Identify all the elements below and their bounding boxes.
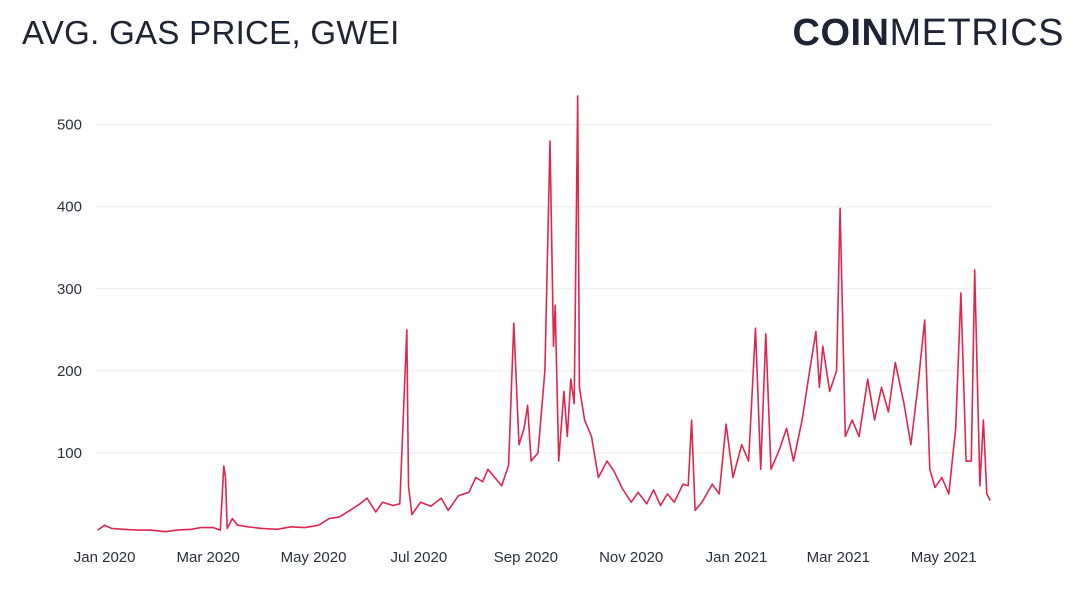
y-axis-ticks: 100 200 300 400 500 (57, 117, 82, 462)
x-tick-label: Mar 2020 (177, 549, 240, 566)
x-tick-label: Mar 2021 (807, 549, 870, 566)
x-tick-label: May 2021 (911, 549, 977, 566)
x-tick-label: Jan 2020 (74, 549, 136, 566)
y-tick-label: 100 (57, 445, 82, 462)
x-tick-label: Jan 2021 (706, 549, 768, 566)
y-tick-label: 400 (57, 199, 82, 216)
logo-bold-text: COIN (792, 12, 890, 54)
grid-lines (96, 124, 992, 454)
x-tick-label: Sep 2020 (494, 549, 558, 566)
gas-price-series-line (97, 95, 992, 533)
logo-light-text: METRICS (889, 12, 1064, 54)
y-tick-label: 300 (57, 281, 82, 298)
x-axis-ticks: Jan 2020 Mar 2020 May 2020 Jul 2020 Sep 2020… (74, 549, 977, 566)
chart-title: AVG. GAS PRICE, GWEI (22, 14, 400, 51)
y-tick-label: 200 (57, 363, 82, 380)
x-tick-label: May 2020 (281, 549, 347, 566)
x-tick-label: Nov 2020 (599, 549, 663, 566)
coinmetrics-logo: COINMETRICS (793, 12, 1065, 55)
y-tick-label: 500 (57, 117, 82, 134)
x-tick-label: Jul 2020 (390, 549, 447, 566)
